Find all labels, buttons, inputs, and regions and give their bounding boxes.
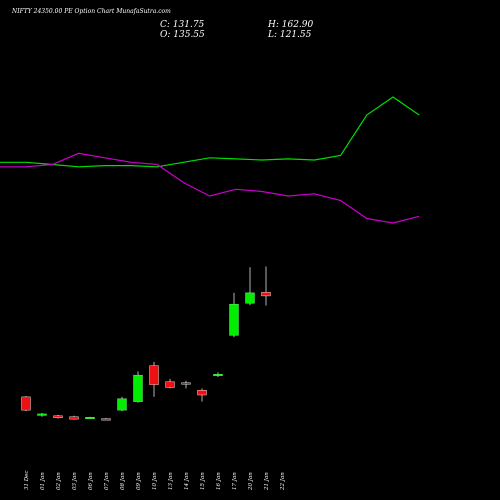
candle-body-21-jan: [261, 292, 271, 297]
candle-body-03-jan: [69, 416, 79, 420]
low-value: L: 121.55: [268, 30, 312, 40]
x-tick-label: 15 Jan: [200, 472, 206, 490]
x-tick-label: 03 Jan: [72, 472, 78, 490]
x-tick-label: 22 Jan: [280, 472, 286, 491]
candle-body-06-jan: [85, 417, 95, 419]
candle-body-02-jan: [53, 415, 63, 418]
candle-body-14-jan: [181, 382, 191, 385]
x-tick-label: 10 Jan: [152, 472, 158, 490]
indicator-line-2: [0, 152, 420, 224]
x-tick-label: 31 Dec: [24, 471, 30, 491]
candlestick-series: [21, 266, 271, 421]
x-tick-label: 20 Jan: [248, 472, 254, 491]
candle-body-16-jan: [213, 373, 223, 376]
chart-title: NIFTY 24350.00 PE Option Chart MunafaSut…: [12, 8, 171, 15]
x-tick-label: 14 Jan: [184, 472, 190, 490]
x-tick-label: 07 Jan: [104, 472, 110, 490]
candle-body-20-jan: [245, 292, 255, 304]
candle-body-15-jan: [197, 390, 207, 396]
candle-body-17-jan: [229, 303, 239, 336]
x-tick-label: 13 Jan: [168, 472, 174, 490]
close-value: C: 131.75: [160, 20, 205, 30]
candle-body-10-jan: [149, 365, 159, 385]
x-tick-label: 21 Jan: [264, 472, 270, 491]
candle-body-31-dec: [21, 396, 31, 411]
x-tick-label: 09 Jan: [136, 472, 142, 490]
candle-body-08-jan: [117, 398, 127, 411]
x-tick-label: 06 Jan: [88, 472, 94, 490]
x-tick-label: 17 Jan: [232, 472, 238, 490]
indicator-lines: [0, 96, 420, 224]
x-tick-label: 16 Jan: [216, 472, 222, 490]
candle-body-13-jan: [165, 381, 175, 388]
x-tick-label: 02 Jan: [56, 472, 62, 490]
candle-body-07-jan: [101, 418, 111, 421]
candle-body-09-jan: [133, 374, 143, 402]
x-axis-tick-labels: 31 Dec 01 Jan 02 Jan 03 Jan 06 Jan 07 Jan 08 J…: [24, 471, 286, 492]
open-value: O: 135.55: [160, 30, 205, 40]
high-value: H: 162.90: [268, 20, 314, 30]
candle-body-01-jan: [37, 413, 47, 416]
indicator-line-1: [0, 96, 420, 168]
x-tick-label: 01 Jan: [40, 472, 46, 490]
x-tick-label: 08 Jan: [120, 472, 126, 490]
